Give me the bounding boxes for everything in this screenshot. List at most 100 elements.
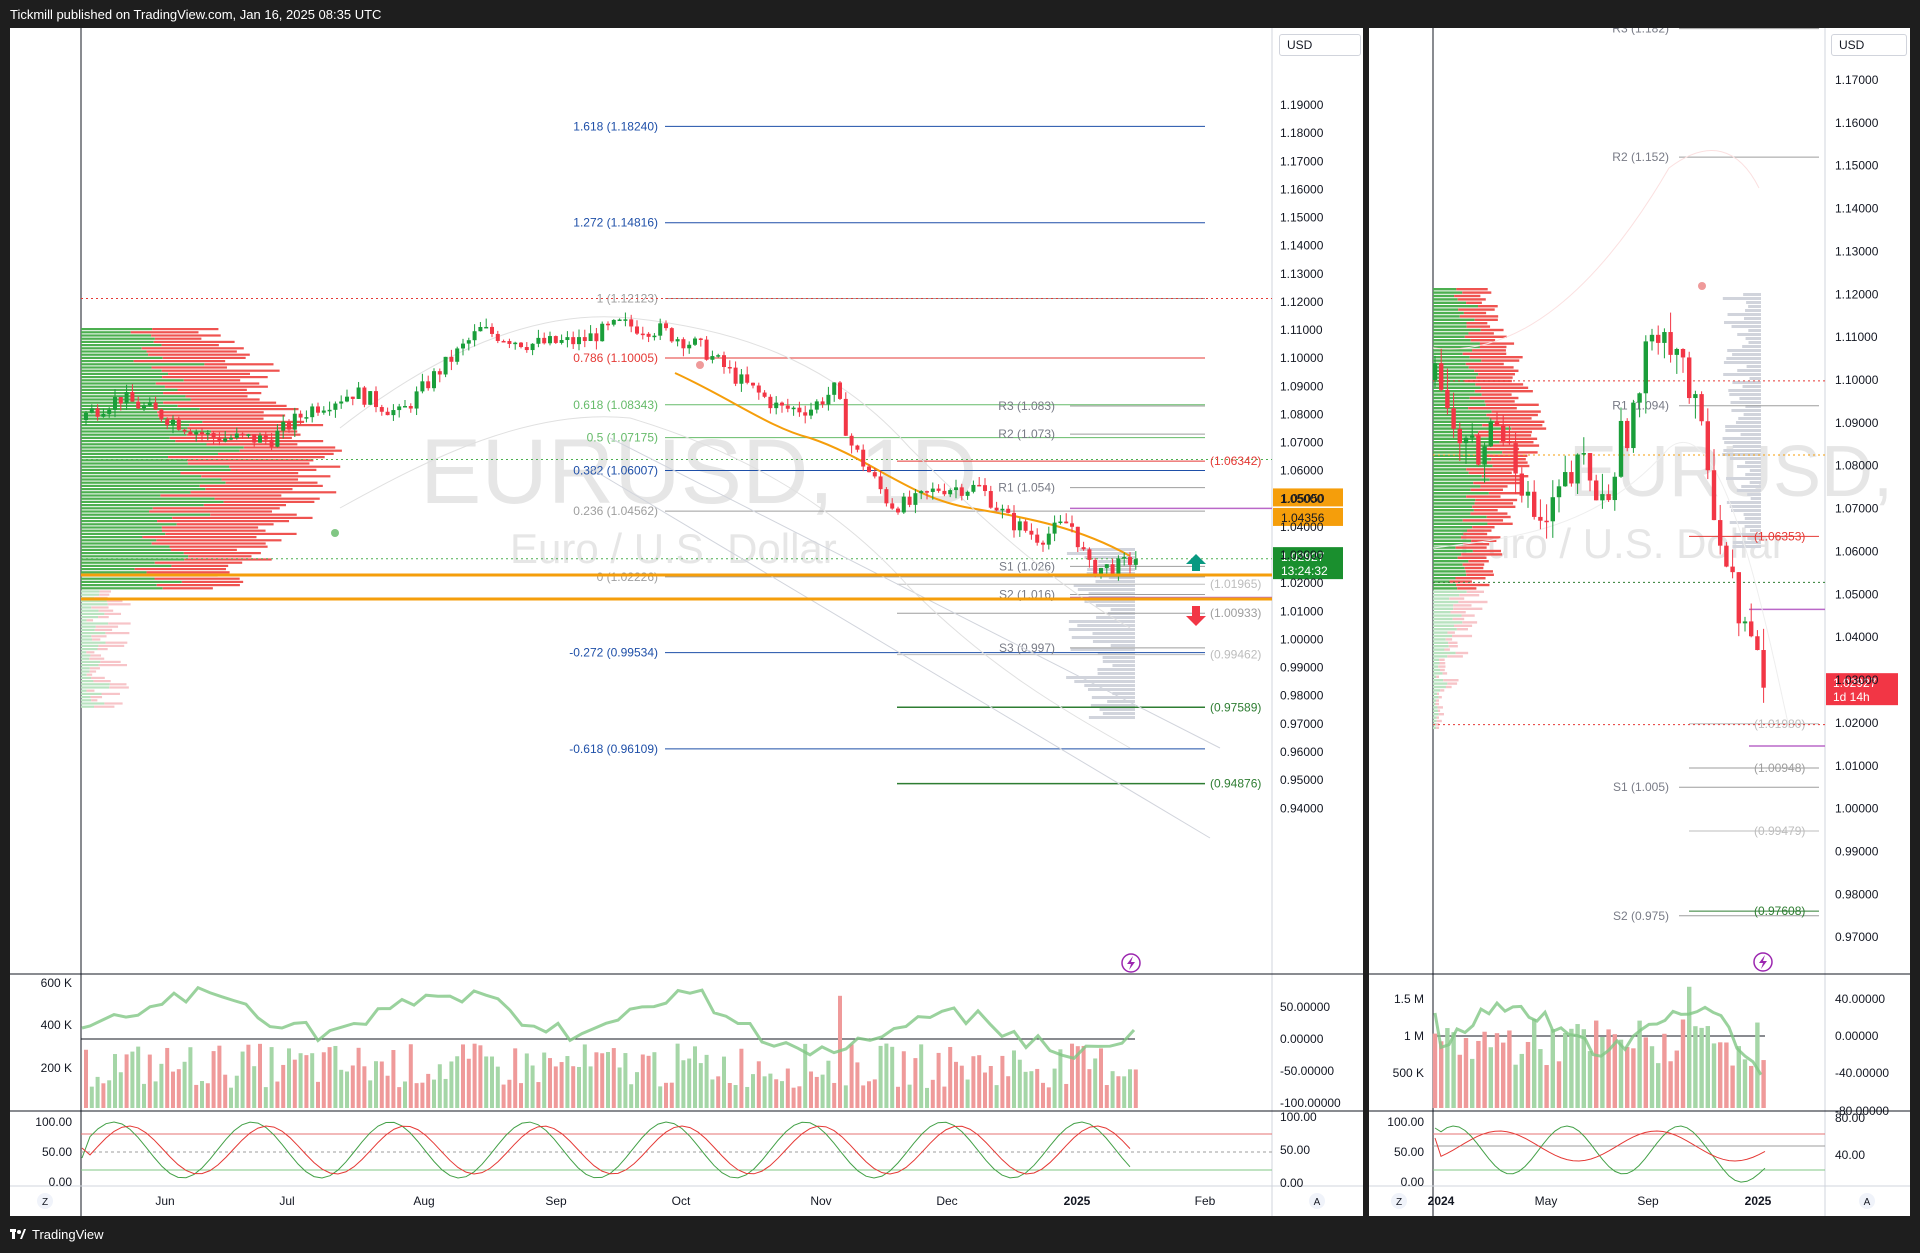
candle-body	[872, 472, 877, 477]
profile-bar	[86, 619, 94, 622]
tradingview-logo[interactable]: TradingView	[10, 1227, 104, 1242]
profile-bar	[1485, 403, 1539, 406]
daily-time-axis[interactable]: Jun Jul Aug Sep Oct Nov Dec 2025 Feb Z A	[37, 1193, 1325, 1209]
profile-bar	[1436, 675, 1439, 678]
profile-bar	[155, 382, 260, 385]
daily-price-axis[interactable]: 1.19000 1.18000 1.17000 1.16000 1.15000 1.140…	[1280, 98, 1324, 815]
profile-bar	[171, 564, 229, 567]
daily-chart-canvas[interactable]: EURUSD, 1D Euro / U.S. Dollar 1.618 (1.1…	[10, 28, 1363, 1216]
timezone-label: Z	[42, 1197, 48, 1208]
profile-bar	[1433, 713, 1439, 716]
profile-bar	[1445, 685, 1452, 689]
candle-body	[606, 323, 610, 326]
lightning-icon[interactable]	[1121, 953, 1141, 973]
profile-bar	[1472, 549, 1502, 553]
candle-body	[1058, 521, 1063, 524]
volume-bar	[287, 1048, 291, 1108]
profile-bar	[170, 548, 237, 551]
weekly-timezone-button[interactable]	[1391, 1193, 1407, 1209]
weekly-volume-bar	[1470, 1058, 1475, 1108]
profile-bar	[1433, 696, 1439, 699]
volume-bar	[356, 1047, 361, 1108]
candle-body	[437, 371, 442, 375]
profile-bar	[199, 484, 323, 487]
weekly-candle-body	[1569, 472, 1574, 484]
weekly-volume-bar	[1538, 1049, 1543, 1108]
candle-body	[629, 319, 634, 327]
profile-bar	[1433, 475, 1482, 478]
fib-level-label: 0.618 (1.08343)	[573, 398, 658, 412]
profile-bar	[105, 632, 130, 635]
profile-bar	[1449, 580, 1472, 583]
profile-bar	[154, 577, 240, 580]
trend-line	[589, 467, 1211, 839]
weekly-currency-selector[interactable]: USD	[1831, 34, 1907, 56]
profile-bar	[161, 369, 280, 372]
profile-bar	[81, 427, 188, 430]
weekly-price-tick: 0.99000	[1835, 844, 1879, 858]
chart-pane-daily[interactable]: EURUSD, 1D Euro / U.S. Dollar 1.618 (1.1…	[10, 28, 1363, 1216]
profile-bar	[81, 622, 109, 625]
weekly-volume-bar	[1687, 986, 1692, 1108]
volume-bar	[832, 1082, 837, 1108]
volume-bar	[223, 1074, 228, 1108]
weekly-candle-body	[1618, 420, 1624, 477]
weekly-lightning-icon[interactable]	[1753, 952, 1773, 972]
orange-price-tag-label: 1.04356	[1281, 511, 1325, 525]
profile-bar	[1088, 592, 1135, 595]
profile-bar	[1447, 631, 1455, 634]
profile-bar	[1433, 502, 1475, 505]
fib-level-label: 0 (1.02226)	[597, 570, 658, 584]
profile-bar	[1454, 294, 1481, 298]
candle-body	[89, 408, 94, 413]
volume-bar	[1035, 1068, 1040, 1108]
daily-price-tick: 1.05000	[1280, 492, 1324, 506]
profile-bar	[81, 561, 155, 564]
profile-bar	[1447, 682, 1458, 685]
stoch-tick-right: 100.00	[1280, 1110, 1317, 1124]
weekly-volume-bar	[1711, 1043, 1717, 1108]
volume-bar	[118, 1072, 123, 1108]
profile-bar	[81, 657, 90, 660]
profile-bar	[81, 414, 158, 417]
volume-bar	[785, 1068, 790, 1108]
signal-dot	[331, 529, 339, 537]
profile-bar	[1726, 501, 1761, 504]
profile-bar	[1079, 548, 1135, 551]
profile-bar	[1097, 672, 1135, 675]
volume-bar	[368, 1080, 373, 1108]
daily-currency-selector[interactable]: USD	[1279, 34, 1361, 56]
volume-bar	[478, 1045, 483, 1108]
weekly-volume-bar	[1439, 1041, 1444, 1108]
candle-body	[600, 323, 605, 342]
chart-pane-weekly[interactable]: EURUSD, 1W Euro / U.S. Dollar R3 (1.182)…	[1369, 28, 1910, 1216]
profile-bar	[101, 692, 120, 695]
candle-body	[1052, 522, 1057, 534]
weekly-volume-bar	[1631, 1048, 1636, 1108]
profile-bar	[97, 648, 108, 651]
profile-bar	[81, 696, 91, 699]
candle-body	[843, 398, 848, 436]
volume-bar	[907, 1084, 912, 1108]
profile-bar	[1748, 341, 1761, 344]
profile-bar	[1481, 359, 1520, 362]
candle-body	[513, 342, 518, 345]
weekly-time-axis[interactable]: 2024 May Sep 2025 Z A	[1391, 1193, 1875, 1209]
profile-bar	[81, 529, 162, 532]
auto-scale-button[interactable]	[1309, 1193, 1325, 1209]
profile-bar	[183, 379, 241, 382]
profile-bar	[104, 702, 123, 705]
candle-body	[1000, 508, 1005, 511]
profile-bar	[1467, 529, 1492, 532]
weekly-price-axis[interactable]: 1.17000 1.16000 1.15000 1.14000 1.13000 1.120…	[1835, 73, 1879, 944]
profile-bar	[172, 516, 313, 519]
timezone-button[interactable]	[37, 1193, 53, 1209]
profile-bar	[1433, 485, 1481, 488]
profile-bar	[1440, 689, 1445, 692]
profile-bar	[1077, 588, 1135, 591]
weekly-auto-scale-button[interactable]	[1859, 1193, 1875, 1209]
profile-bar	[81, 555, 189, 558]
weekly-chart-canvas[interactable]: EURUSD, 1W Euro / U.S. Dollar R3 (1.182)…	[1369, 28, 1910, 1216]
weekly-candle-body	[1749, 621, 1754, 637]
daily-price-tick: 1.07000	[1280, 436, 1324, 450]
